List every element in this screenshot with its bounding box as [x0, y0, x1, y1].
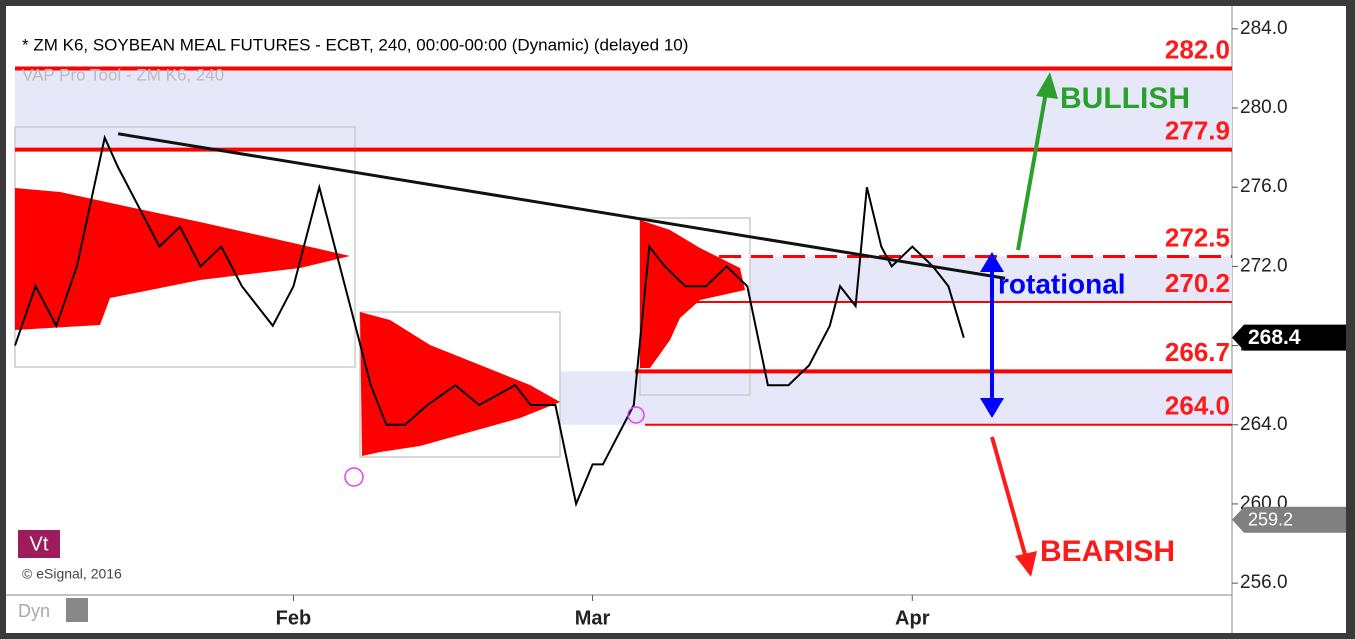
price-tag-label: 268.4: [1248, 326, 1301, 349]
arrow-head: [980, 252, 1004, 272]
level-band: [560, 371, 1232, 425]
copyright: © eSignal, 2016: [22, 566, 122, 582]
chart-title: * ZM K6, SOYBEAN MEAL FUTURES - ECBT, 24…: [22, 35, 688, 54]
y-tick-label: 272.0: [1240, 255, 1288, 276]
level-label: 266.7: [1165, 337, 1230, 367]
price-tag: [1232, 324, 1346, 351]
annotation: BULLISH: [1060, 82, 1190, 115]
marker: [627, 406, 645, 424]
value-box: [359, 311, 561, 458]
annotation: rotational: [998, 268, 1126, 299]
y-tick-label: 280.0: [1240, 97, 1288, 118]
level-label: 277.9: [1165, 115, 1230, 145]
price-tag: [1232, 506, 1346, 533]
lock-icon[interactable]: [66, 598, 88, 622]
chart-subtitle: VAP Pro Tool - ZM K6, 240: [22, 65, 224, 84]
level-label: 270.2: [1165, 268, 1230, 298]
bearish-arrow: [990, 436, 1028, 559]
badge: Vt: [30, 533, 49, 555]
level-label: 264.0: [1165, 391, 1230, 421]
badge-bg: [18, 530, 60, 558]
y-tick-label: 264.0: [1240, 414, 1288, 435]
annotation: BEARISH: [1040, 535, 1175, 568]
arrows: [980, 72, 1058, 577]
x-tick-label: Feb: [276, 607, 312, 629]
y-tick-label: 276.0: [1240, 176, 1288, 197]
x-tick-label: Apr: [895, 607, 930, 629]
price-tag-label: 259.2: [1248, 510, 1293, 530]
arrow-head: [980, 398, 1004, 418]
arrow-head: [1015, 551, 1037, 577]
price-line: [14, 134, 965, 508]
y-tick-label: 256.0: [1240, 572, 1288, 593]
arrow-head: [1036, 72, 1058, 99]
mode-label: Dyn: [18, 601, 50, 621]
markers: [344, 406, 645, 487]
trendline: [117, 132, 1006, 280]
level-label: 272.5: [1165, 222, 1230, 252]
x-tick-label: Mar: [575, 607, 611, 629]
bullish-arrow: [1016, 91, 1048, 251]
level-label: 282.0: [1165, 34, 1230, 64]
y-tick-label: 284.0: [1240, 18, 1288, 39]
volume-profile: [15, 188, 350, 330]
level-band: [15, 68, 1232, 150]
marker: [344, 467, 364, 487]
